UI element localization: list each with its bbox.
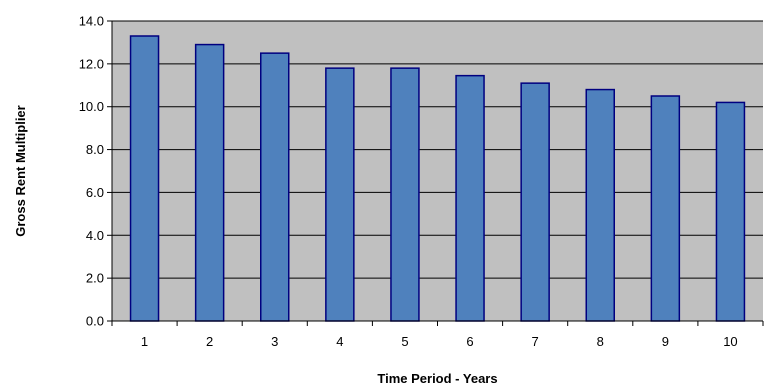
x-tick-label: 9: [662, 334, 669, 349]
axes: [107, 20, 764, 326]
y-axis-title: Gross Rent Multiplier: [13, 105, 28, 236]
x-tick-label: 3: [271, 334, 278, 349]
bar: [455, 74, 485, 322]
y-tick-labels: 0.0 2.0 4.0 6.0 8.0 10.0 12.0 14.0: [79, 14, 104, 329]
bar: [129, 35, 160, 322]
bar: [390, 67, 420, 322]
bar: [194, 43, 225, 322]
x-tick-label: 7: [532, 334, 539, 349]
bar: [585, 88, 615, 322]
x-tick-label: 2: [206, 334, 213, 349]
x-tick-label: 8: [597, 334, 604, 349]
bar: [520, 82, 550, 322]
y-tick-label: 4.0: [86, 228, 104, 243]
x-tick-label: 5: [401, 334, 408, 349]
y-tick-label: 14.0: [79, 14, 104, 29]
y-tick-label: 10.0: [79, 99, 104, 114]
y-tick-label: 8.0: [86, 142, 104, 157]
y-tick-label: 6.0: [86, 185, 104, 200]
y-tick-label: 2.0: [86, 271, 104, 286]
bar: [650, 95, 681, 322]
x-tick-labels: 1 2 3 4 5 6 7 8 9 10: [141, 334, 738, 349]
x-tick-label: 4: [336, 334, 343, 349]
bar: [325, 67, 355, 322]
x-tick-label: 6: [466, 334, 473, 349]
bar: [715, 101, 746, 322]
x-axis-title: Time Period - Years: [377, 371, 497, 385]
x-tick-label: 1: [141, 334, 148, 349]
x-tick-label: 10: [723, 334, 737, 349]
bar: [260, 52, 290, 322]
y-tick-label: 0.0: [86, 314, 104, 329]
y-tick-label: 12.0: [79, 56, 104, 71]
